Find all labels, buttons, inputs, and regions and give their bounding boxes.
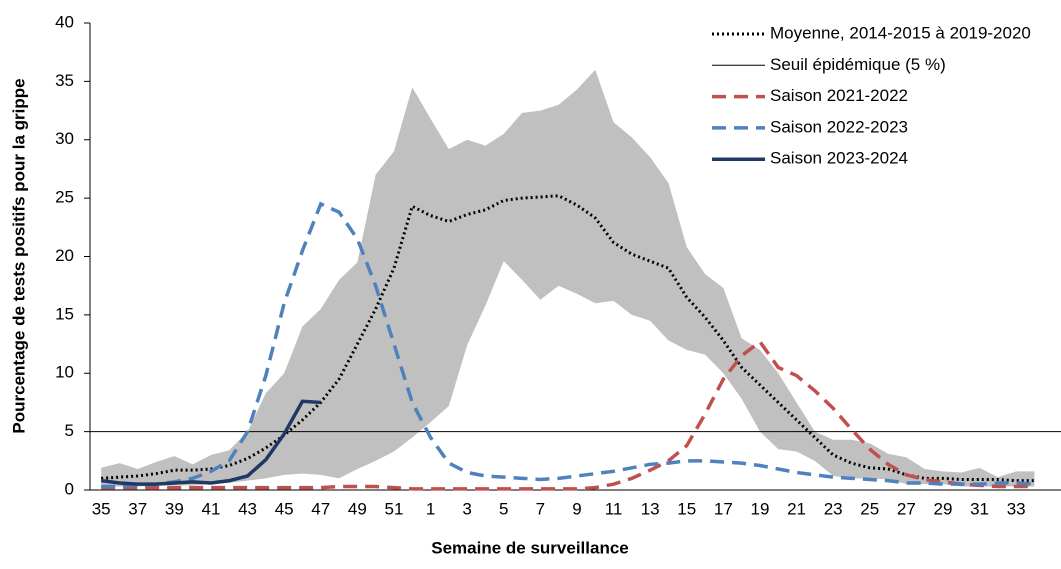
x-tick-label: 43	[238, 499, 257, 518]
series-line	[100, 399, 321, 486]
x-tick-label: 19	[750, 499, 769, 518]
y-tick-label: 20	[55, 246, 74, 265]
legend-label: Saison 2021-2022	[770, 86, 908, 105]
series-line	[101, 201, 1035, 489]
y-tick-label: 35	[55, 71, 74, 90]
y-tick-label: 0	[65, 479, 74, 498]
y-tick-label: 30	[55, 129, 74, 148]
x-tick-label: 17	[714, 499, 733, 518]
y-tick-label: 5	[65, 421, 74, 440]
x-tick-label: 9	[572, 499, 581, 518]
x-tick-label: 37	[128, 499, 147, 518]
x-tick-label: 13	[641, 499, 660, 518]
x-tick-label: 21	[787, 499, 806, 518]
y-axis-label: Pourcentage de tests positifs pour la gr…	[9, 78, 28, 433]
y-tick-label: 25	[55, 188, 74, 207]
x-tick-label: 35	[92, 499, 111, 518]
x-tick-label: 51	[384, 499, 403, 518]
series-line	[101, 339, 1035, 491]
y-tick-label: 10	[55, 363, 74, 382]
x-tick-label: 25	[860, 499, 879, 518]
x-tick-label: 41	[201, 499, 220, 518]
series-line	[101, 194, 1035, 483]
x-axis-label: Semaine de surveillance	[431, 538, 629, 557]
x-tick-label: 3	[462, 499, 471, 518]
x-tick-label: 49	[348, 499, 367, 518]
x-tick-label: 23	[824, 499, 843, 518]
legend-label: Saison 2022-2023	[770, 117, 908, 136]
x-tick-label: 7	[536, 499, 545, 518]
x-tick-label: 31	[970, 499, 989, 518]
x-tick-label: 39	[165, 499, 184, 518]
x-tick-label: 45	[275, 499, 294, 518]
x-tick-label: 5	[499, 499, 508, 518]
x-tick-label: 11	[605, 499, 623, 518]
x-tick-label: 29	[933, 499, 952, 518]
x-tick-label: 33	[1007, 499, 1026, 518]
legend-label: Saison 2023-2024	[770, 149, 908, 168]
x-tick-label: 15	[677, 499, 696, 518]
legend-label: Moyenne, 2014-2015 à 2019-2020	[770, 23, 1031, 42]
x-tick-label: 47	[311, 499, 330, 518]
legend-label: Seuil épidémique (5 %)	[770, 55, 946, 74]
y-tick-label: 15	[55, 304, 74, 323]
x-tick-label: 27	[897, 499, 916, 518]
x-tick-label: 1	[426, 499, 435, 518]
range-band	[101, 69, 1035, 487]
y-tick-label: 40	[55, 12, 74, 31]
